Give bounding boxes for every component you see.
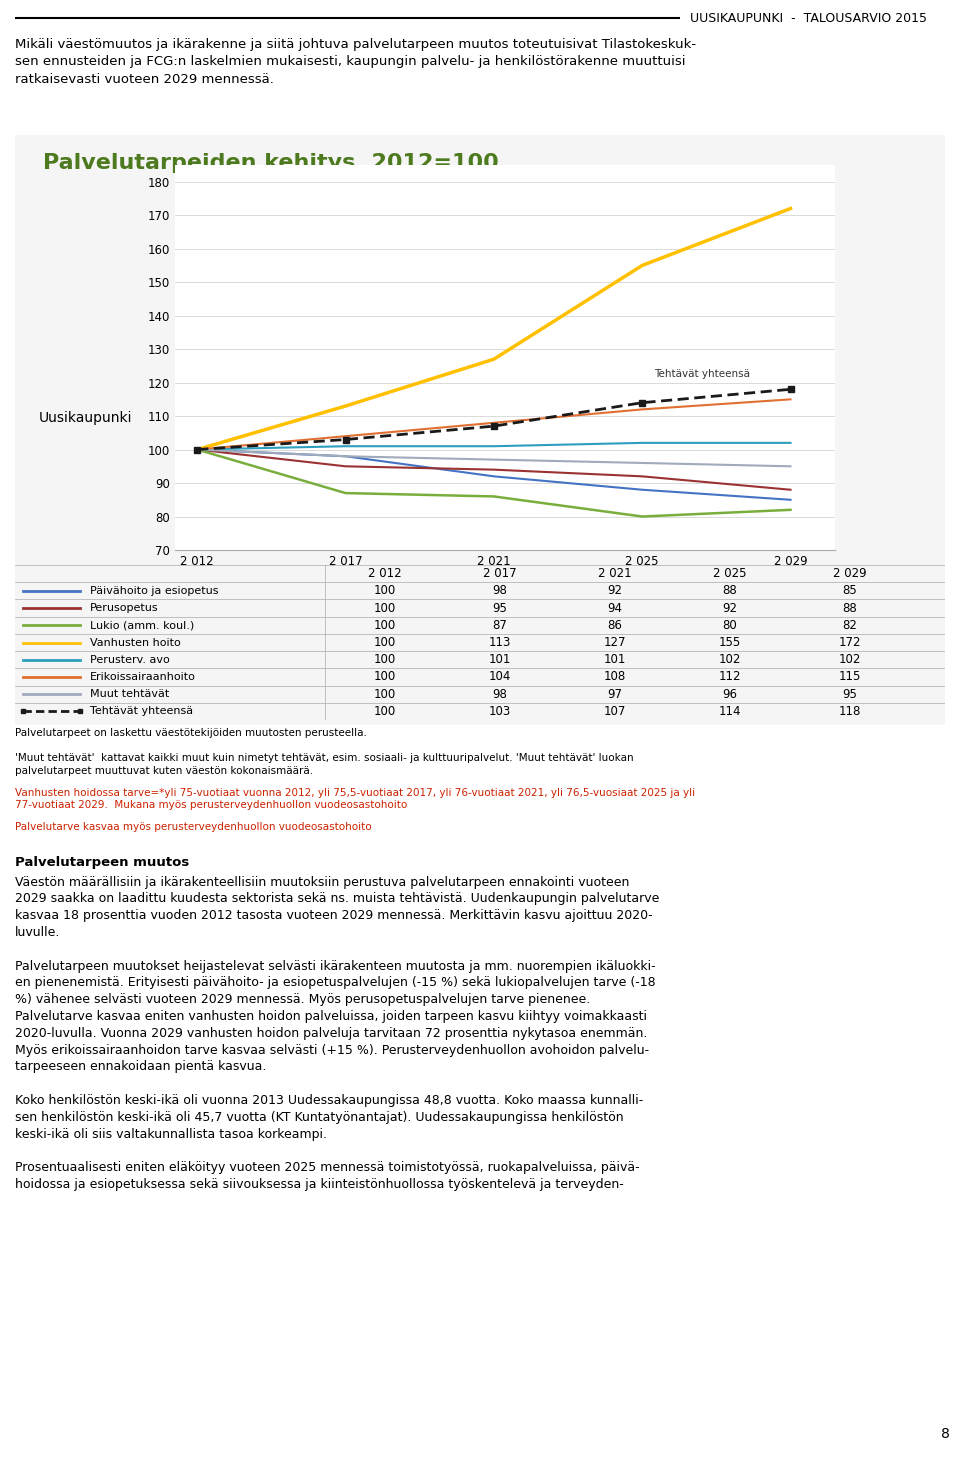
Text: 101: 101 [604,653,626,666]
Text: Mikäli väestömuutos ja ikärakenne ja siitä johtuva palvelutarpeen muutos toteutu: Mikäli väestömuutos ja ikärakenne ja sii… [15,38,696,86]
Text: 115: 115 [839,670,861,683]
Text: 172: 172 [839,637,861,648]
Text: Tehtävät yhteensä: Tehtävät yhteensä [90,707,193,717]
Text: Vanhusten hoidossa tarve=*yli 75-vuotiaat vuonna 2012, yli 75,5-vuotiaat 2017, y: Vanhusten hoidossa tarve=*yli 75-vuotiaa… [15,788,695,810]
Text: 'Muut tehtävät'  kattavat kaikki muut kuin nimetyt tehtävät, esim. sosiaali- ja : 'Muut tehtävät' kattavat kaikki muut kui… [15,753,634,775]
Text: Erikoissairaanhoito: Erikoissairaanhoito [90,672,196,682]
Text: 100: 100 [373,670,396,683]
Text: 2 021: 2 021 [598,567,632,580]
Text: 2 012: 2 012 [369,567,402,580]
Text: Uusikaupunki: Uusikaupunki [38,411,132,425]
Text: 95: 95 [843,688,857,701]
Text: 92: 92 [608,584,622,597]
Text: 100: 100 [373,619,396,632]
Text: 112: 112 [719,670,741,683]
Text: 97: 97 [608,688,622,701]
Text: 101: 101 [489,653,511,666]
Text: UUSIKAUPUNKI  -  TALOUSARVIO 2015: UUSIKAUPUNKI - TALOUSARVIO 2015 [690,12,927,25]
Text: 2 017: 2 017 [483,567,516,580]
Text: 104: 104 [489,670,511,683]
Text: 82: 82 [843,619,857,632]
Text: Palvelutarpeet on laskettu väestötekijöiden muutosten perusteella.: Palvelutarpeet on laskettu väestötekijöi… [15,728,367,739]
Text: 100: 100 [373,602,396,615]
Text: Palvelutarve kasvaa myös perusterveydenhuollon vuodeosastohoito: Palvelutarve kasvaa myös perusterveydenh… [15,822,372,832]
Text: 87: 87 [492,619,508,632]
Text: 2 025: 2 025 [713,567,747,580]
Text: 86: 86 [608,619,622,632]
Text: 118: 118 [839,705,861,718]
Text: Palvelutarpeiden kehitys, 2012=100: Palvelutarpeiden kehitys, 2012=100 [43,153,498,173]
Text: Lukio (amm. koul.): Lukio (amm. koul.) [90,621,194,631]
Text: 107: 107 [604,705,626,718]
Text: 94: 94 [608,602,622,615]
Text: 95: 95 [492,602,508,615]
Text: 80: 80 [723,619,737,632]
Text: 103: 103 [489,705,511,718]
Text: 96: 96 [723,688,737,701]
Text: 2 029: 2 029 [833,567,867,580]
Text: Tehtävät yhteensä: Tehtävät yhteensä [654,369,750,379]
Text: Muut tehtävät: Muut tehtävät [90,689,169,699]
FancyBboxPatch shape [11,133,949,728]
Text: 88: 88 [843,602,857,615]
Text: 102: 102 [839,653,861,666]
Text: 108: 108 [604,670,626,683]
Text: 92: 92 [723,602,737,615]
Text: 98: 98 [492,688,508,701]
Text: 114: 114 [719,705,741,718]
Text: 113: 113 [489,637,511,648]
Text: 100: 100 [373,705,396,718]
Text: 100: 100 [373,653,396,666]
Text: 155: 155 [719,637,741,648]
Text: 100: 100 [373,688,396,701]
Text: 98: 98 [492,584,508,597]
Text: Väestön määrällisiin ja ikärakenteellisiin muutoksiin perustuva palvelutarpeen e: Väestön määrällisiin ja ikärakenteellisi… [15,876,660,1190]
Text: Vanhusten hoito: Vanhusten hoito [90,638,180,647]
Text: Perusopetus: Perusopetus [90,603,158,613]
Text: Palvelutarpeen muutos: Palvelutarpeen muutos [15,857,189,868]
Text: 100: 100 [373,584,396,597]
Text: 85: 85 [843,584,857,597]
Text: Päivähoito ja esiopetus: Päivähoito ja esiopetus [90,586,219,596]
Text: 100: 100 [373,637,396,648]
Text: 127: 127 [604,637,626,648]
Text: Perusterv. avo: Perusterv. avo [90,654,170,664]
Text: 102: 102 [719,653,741,666]
Text: 88: 88 [723,584,737,597]
Text: 8: 8 [941,1428,950,1441]
